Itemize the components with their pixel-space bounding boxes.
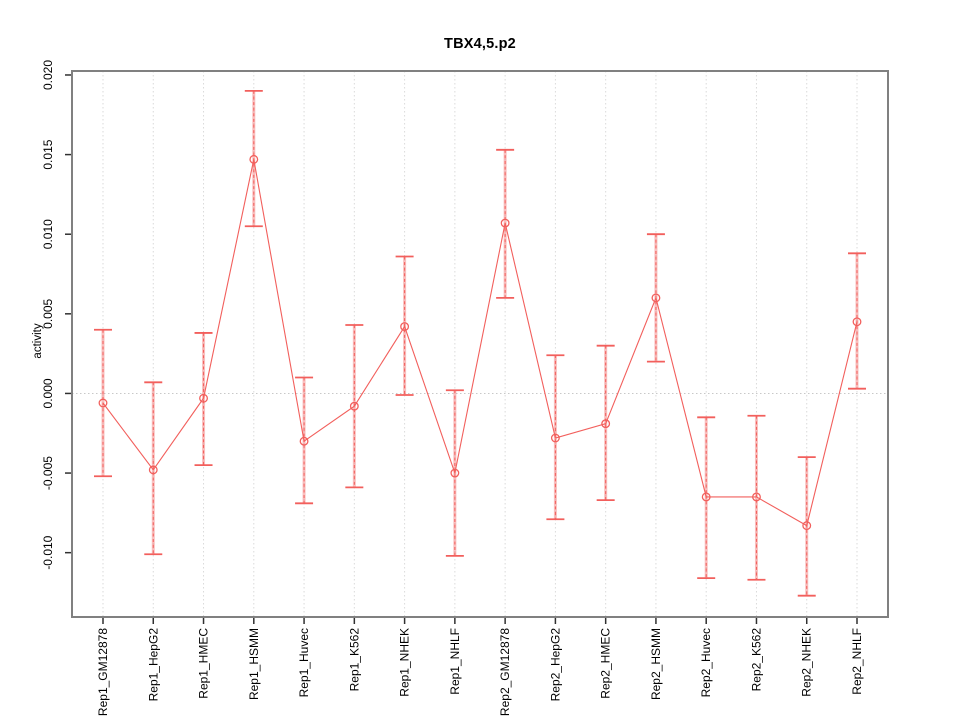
x-tick-label: Rep1_Huvec: [297, 628, 311, 697]
x-tick-label: Rep2_NHEK: [800, 628, 814, 697]
y-tick-label: -0.005: [41, 456, 55, 490]
data-point: [199, 393, 208, 403]
data-point: [852, 317, 862, 327]
y-tick-label: 0.015: [41, 139, 55, 169]
data-point: [450, 468, 460, 478]
x-tick-label: Rep1_NHLF: [448, 628, 462, 695]
x-tick-label: Rep2_HSMM: [649, 628, 663, 700]
data-point: [550, 433, 560, 443]
x-tick-label: Rep2_Huvec: [699, 628, 713, 697]
x-tick-label: Rep2_NHLF: [850, 628, 864, 695]
x-tick-label: Rep1_HMEC: [197, 628, 211, 699]
y-tick-label: 0.000: [41, 378, 55, 408]
y-tick-label: 0.020: [41, 60, 55, 90]
x-tick-label: Rep1_GM12878: [96, 628, 110, 716]
data-point: [802, 521, 812, 531]
x-tick-label: Rep2_K562: [749, 628, 763, 692]
x-tick-label: Rep1_HepG2: [146, 628, 160, 702]
data-point: [98, 398, 108, 408]
data-point: [400, 322, 410, 332]
y-tick-label: 0.010: [41, 219, 55, 249]
x-tick-label: Rep2_HepG2: [548, 628, 562, 702]
data-point: [651, 293, 661, 303]
x-tick-label: Rep1_HSMM: [247, 628, 261, 700]
data-point: [701, 492, 711, 502]
x-tick-label: Rep2_HMEC: [599, 628, 613, 699]
data-point: [148, 465, 158, 475]
chart-title: TBX4,5.p2: [444, 36, 516, 52]
data-point: [500, 218, 510, 228]
x-tick-label: Rep2_GM12878: [498, 628, 512, 716]
plot-border: [71, 70, 889, 618]
x-tick-label: Rep1_NHEK: [398, 628, 412, 697]
data-point: [249, 154, 259, 164]
data-point: [349, 401, 359, 411]
series-line: [102, 159, 858, 527]
x-tick-label: Rep1_K562: [347, 628, 361, 692]
y-tick-label: 0.005: [41, 298, 55, 328]
data-point: [299, 436, 309, 446]
data-point: [752, 492, 761, 502]
y-tick-label: -0.010: [41, 535, 55, 569]
data-point: [601, 419, 611, 429]
